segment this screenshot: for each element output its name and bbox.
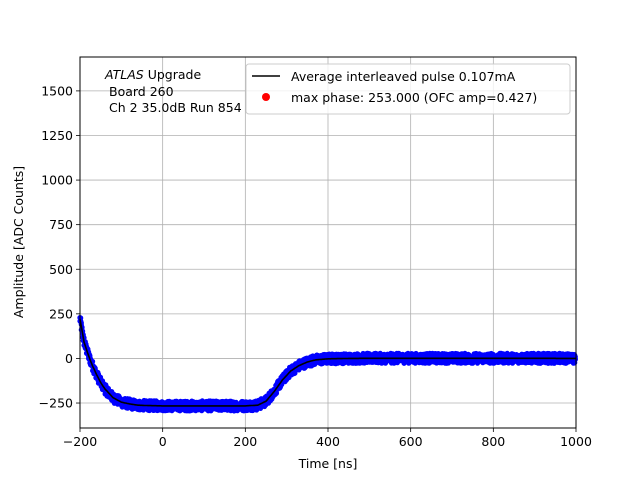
average-pulse-series [79,319,576,407]
y-tick-label: 0 [65,351,73,366]
x-tick-label: −200 [63,434,97,449]
average-pulse-line [79,319,576,407]
atlas-annotation: ATLAS Upgrade Board 260 Ch 2 35.0dB Run … [104,67,242,115]
legend-box [245,63,571,115]
y-tick-label: 500 [49,262,73,277]
atlas-label: ATLAS [104,67,144,82]
x-axis-label: Time [ns] [298,456,358,471]
legend-entry-max-phase: max phase: 253.000 (OFC amp=0.427) [291,90,537,105]
y-tick-label: 250 [49,306,73,321]
annotation-line-2: Board 260 [109,84,174,99]
x-tick-label: 600 [399,434,423,449]
y-tick-label: 1000 [41,173,73,188]
y-tick-label: 1500 [41,83,73,98]
y-tick-label: −250 [39,396,73,411]
legend-dot-marker [262,93,270,101]
x-tick-label: 1000 [560,434,592,449]
annotation-line-1: ATLAS Upgrade [104,67,201,82]
ticks: −200 0 200 400 600 800 1000 −250 0 250 500 750 1000 1… [39,83,592,449]
legend: Average interleaved pulse 0.107mA max ph… [245,63,571,115]
x-tick-label: 800 [481,434,505,449]
sample-point [273,390,279,396]
annotation-line-3: Ch 2 35.0dB Run 854 [109,100,242,115]
plot-area [77,56,578,429]
y-tick-label: 1250 [41,128,73,143]
y-axis-label: Amplitude [ADC Counts] [11,166,26,318]
x-tick-label: 200 [233,434,257,449]
y-tick-label: 750 [49,217,73,232]
x-tick-label: 400 [316,434,340,449]
legend-entry-average-pulse: Average interleaved pulse 0.107mA [291,69,516,84]
upgrade-label: Upgrade [144,67,202,82]
x-tick-label: 0 [159,434,167,449]
